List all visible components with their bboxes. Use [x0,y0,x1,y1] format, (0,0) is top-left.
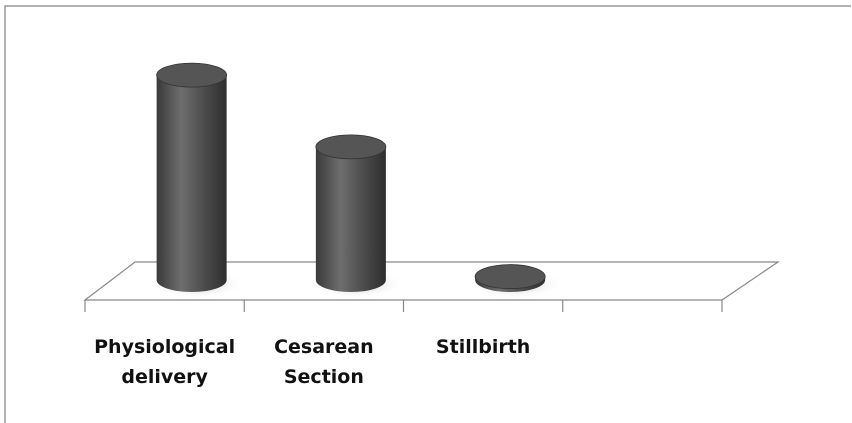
bar-top [315,134,387,160]
bar-body [315,146,386,292]
frame [4,5,851,423]
x-tick-label: Stillbirth [435,336,531,358]
floor [83,261,780,301]
x-tick-label: Cesarean Section [274,336,374,388]
bar [474,264,546,292]
bar-body [156,75,227,293]
x-tick-label: Physiological delivery [94,336,236,388]
bar-top [474,264,546,289]
bar [315,134,387,292]
bar [156,62,228,293]
bar-top [156,62,228,88]
